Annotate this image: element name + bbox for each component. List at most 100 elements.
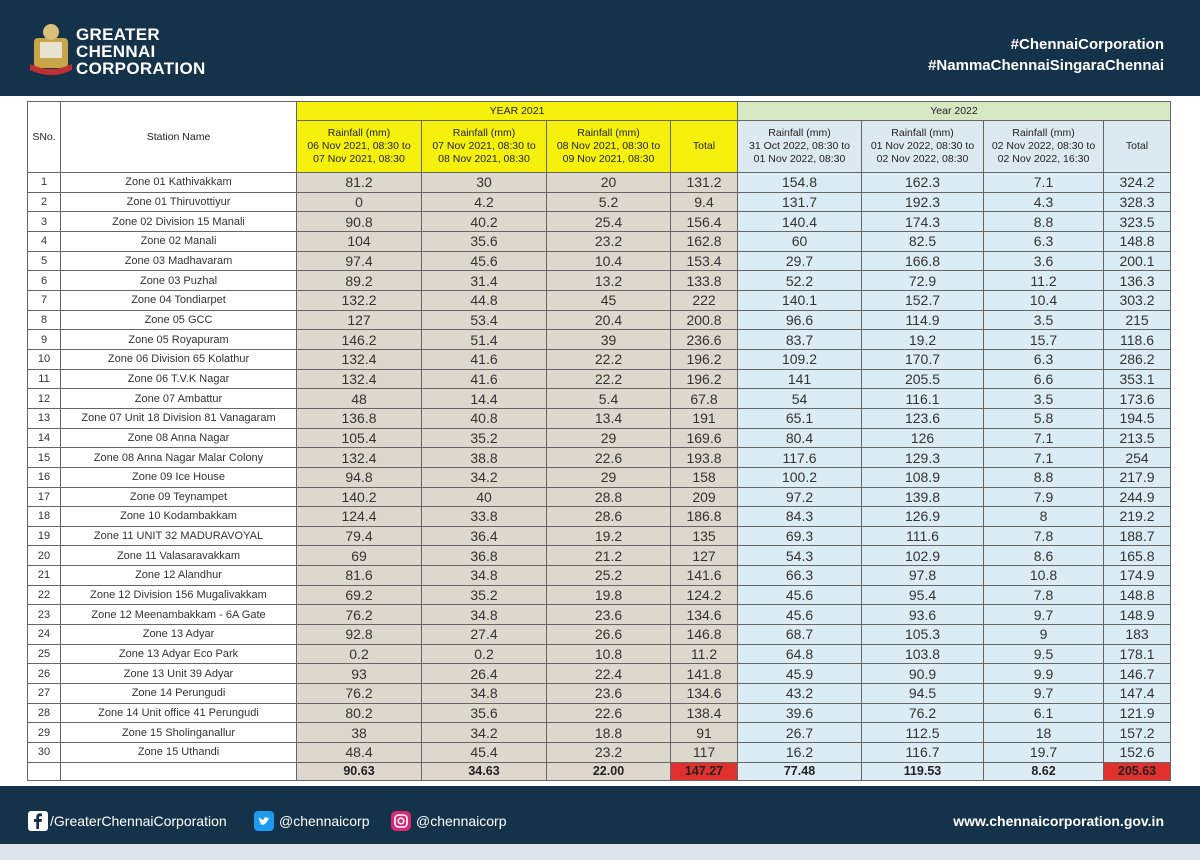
- value-cell: 93.6: [861, 604, 984, 626]
- footer-bar: /GreaterChennaiCorporation @chennaicorp …: [0, 786, 1200, 844]
- value-cell: 79.4: [296, 525, 422, 547]
- value-cell: 117: [670, 742, 738, 763]
- value-cell: 123.6: [861, 407, 984, 429]
- value-cell: 0.2: [296, 643, 422, 665]
- data-row: 12 Zone 07 Ambattur 48 14.4 5.4 67.8 54 116.1 3.…: [27, 388, 1171, 409]
- value-cell: 105.3: [861, 624, 984, 645]
- value-cell: 169.6: [670, 427, 738, 449]
- value-cell: 5.4: [546, 388, 671, 409]
- value-cell: 44.8: [421, 289, 547, 311]
- value-cell: 20: [546, 172, 671, 193]
- value-cell: 28.8: [546, 486, 671, 508]
- value-cell: 19.7: [983, 742, 1104, 763]
- value-cell: 102.9: [861, 545, 984, 567]
- value-cell: 152.7: [861, 289, 984, 311]
- data-row: 16 Zone 09 Ice House 94.8 34.2 29 158 100.2 108…: [27, 466, 1171, 488]
- value-cell: 13.4: [546, 407, 671, 429]
- value-cell: 196.2: [670, 368, 738, 390]
- value-cell: 18.8: [546, 722, 671, 744]
- header-cell: SNo.: [27, 101, 61, 173]
- value-cell: 6.6: [983, 368, 1104, 390]
- total-cell: 147.27: [670, 761, 738, 781]
- data-row: 11 Zone 06 T.V.K Nagar 132.4 41.6 22.2 196.2 1…: [27, 368, 1171, 390]
- value-cell: 11.2: [670, 643, 738, 665]
- value-cell: 105.4: [296, 427, 422, 449]
- serial-cell: 7: [27, 289, 61, 311]
- value-cell: 18: [983, 722, 1104, 744]
- value-cell: 3.6: [983, 250, 1104, 272]
- station-cell: Zone 02 Manali: [60, 230, 297, 252]
- sub-header: Rainfall (mm) 31 Oct 2022, 08:30 to 01 N…: [737, 120, 862, 173]
- value-cell: 174.9: [1103, 565, 1171, 586]
- data-row: 13 Zone 07 Unit 18 Division 81 Vanagaram 1…: [27, 407, 1171, 429]
- value-cell: 173.6: [1103, 388, 1171, 409]
- value-cell: 72.9: [861, 270, 984, 291]
- serial-cell: 19: [27, 525, 61, 547]
- data-row: 20 Zone 11 Valasaravakkam 69 36.8 21.2 127 54.…: [27, 545, 1171, 567]
- value-cell: 81.2: [296, 172, 422, 193]
- value-cell: 135: [670, 525, 738, 547]
- value-cell: 35.2: [421, 427, 547, 449]
- value-cell: 194.5: [1103, 407, 1171, 429]
- value-cell: 22.6: [546, 447, 671, 468]
- value-cell: 116.1: [861, 388, 984, 409]
- value-cell: 7.9: [983, 486, 1104, 508]
- total-cell: 34.63: [421, 761, 547, 781]
- sub-header: Rainfall (mm) 06 Nov 2021, 08:30 to 07 N…: [296, 120, 422, 173]
- serial-cell: 1: [27, 172, 61, 193]
- value-cell: 35.6: [421, 702, 547, 724]
- station-cell: Zone 13 Unit 39 Adyar: [60, 663, 297, 685]
- value-cell: 19.2: [861, 329, 984, 350]
- value-cell: 29: [546, 466, 671, 488]
- value-cell: 112.5: [861, 722, 984, 744]
- value-cell: 254: [1103, 447, 1171, 468]
- value-cell: 23.6: [546, 683, 671, 704]
- station-cell: Zone 09 Ice House: [60, 466, 297, 488]
- value-cell: 11.2: [983, 270, 1104, 291]
- station-cell: Zone 07 Unit 18 Division 81 Vanagaram: [60, 407, 297, 429]
- data-row: 27 Zone 14 Perungudi 76.2 34.8 23.6 134.6 43.2…: [27, 683, 1171, 704]
- value-cell: 157.2: [1103, 722, 1171, 744]
- value-cell: 133.8: [670, 270, 738, 291]
- data-row: 2 Zone 01 Thiruvottiyur 0 4.2 5.2 9.4 131.7 192…: [27, 191, 1171, 213]
- serial-cell: 8: [27, 309, 61, 331]
- value-cell: 134.6: [670, 683, 738, 704]
- data-row: 25 Zone 13 Adyar Eco Park 0.2 0.2 10.8 11.2 64…: [27, 643, 1171, 665]
- value-cell: 7.1: [983, 427, 1104, 449]
- sub-header-row: Rainfall (mm) 06 Nov 2021, 08:30 to 07 N…: [28, 120, 1171, 173]
- value-cell: 66.3: [737, 565, 862, 586]
- serial-cell: 2: [27, 191, 61, 213]
- value-cell: 38: [296, 722, 422, 744]
- value-cell: 146.8: [670, 624, 738, 645]
- sub-header: Rainfall (mm) 07 Nov 2021, 08:30 to 08 N…: [421, 120, 547, 173]
- value-cell: 80.4: [737, 427, 862, 449]
- value-cell: 65.1: [737, 407, 862, 429]
- value-cell: 170.7: [861, 348, 984, 370]
- station-cell: Zone 01 Thiruvottiyur: [60, 191, 297, 213]
- value-cell: 7.1: [983, 172, 1104, 193]
- value-cell: 40.8: [421, 407, 547, 429]
- data-row: 14 Zone 08 Anna Nagar 105.4 35.2 29 169.6 80.4…: [27, 427, 1171, 449]
- value-cell: 222: [670, 289, 738, 311]
- value-cell: 114.9: [861, 309, 984, 331]
- serial-cell: 26: [27, 663, 61, 685]
- serial-cell: 4: [27, 230, 61, 252]
- station-cell: Zone 09 Teynampet: [60, 486, 297, 508]
- station-cell: Zone 05 GCC: [60, 309, 297, 331]
- org-title: GREATER CHENNAI CORPORATION: [76, 26, 206, 77]
- station-cell: Zone 02 Division 15 Manali: [60, 211, 297, 232]
- value-cell: 8.8: [983, 466, 1104, 488]
- value-cell: 25.2: [546, 565, 671, 586]
- total-cell: 205.63: [1103, 761, 1171, 781]
- serial-cell: 11: [27, 368, 61, 390]
- value-cell: 10.4: [983, 289, 1104, 311]
- value-cell: 45.6: [421, 250, 547, 272]
- serial-cell: 14: [27, 427, 61, 449]
- value-cell: 22.2: [546, 368, 671, 390]
- group-header: Year 2022: [737, 101, 1171, 121]
- value-cell: 118.6: [1103, 329, 1171, 350]
- data-row: 19 Zone 11 UNIT 32 MADURAVOYAL 79.4 36.4 19.…: [27, 525, 1171, 547]
- value-cell: 41.6: [421, 348, 547, 370]
- value-cell: 140.2: [296, 486, 422, 508]
- station-cell: Zone 13 Adyar Eco Park: [60, 643, 297, 665]
